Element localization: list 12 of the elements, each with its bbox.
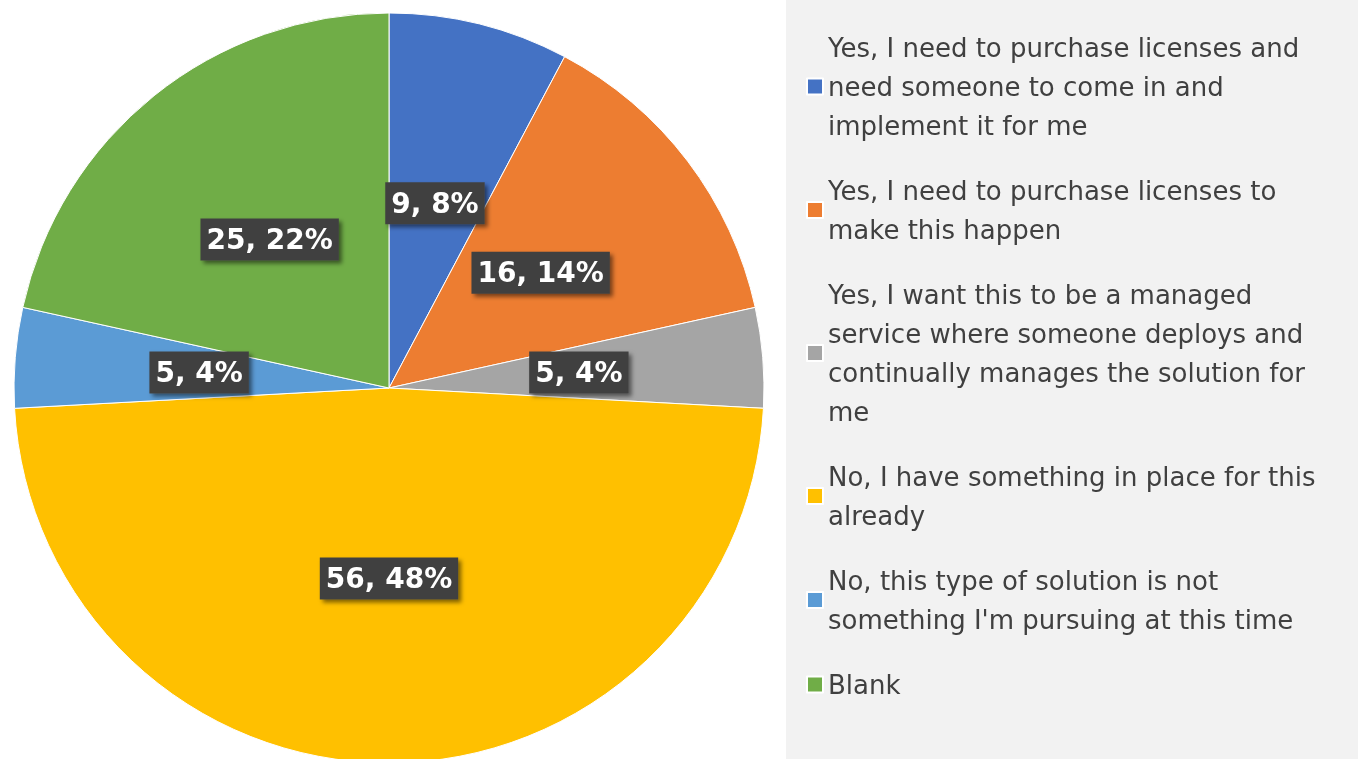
data-label: 56, 48% <box>325 562 453 595</box>
data-label: 25, 22% <box>206 223 333 257</box>
legend-label: No, this type of solution is not something I'm pursuing at this time <box>828 565 1294 635</box>
data-label: 16, 14% <box>477 256 604 290</box>
legend-label: Yes, I need to purchase licenses and need someone to come in and implement it for me <box>827 32 1308 141</box>
legend-label: No, I have something in place for this already <box>828 461 1324 531</box>
data-label: 5, 4% <box>155 356 243 390</box>
data-label: 9, 8% <box>391 186 479 220</box>
data-label: 5, 4% <box>535 356 623 390</box>
legend-label: Yes, I want this to be a managed service where someone deploys and continually manages the solution for me <box>827 279 1314 427</box>
legend-label: Blank <box>828 669 901 700</box>
legend-label: Yes, I need to purchase licenses to make this happen <box>827 175 1285 245</box>
